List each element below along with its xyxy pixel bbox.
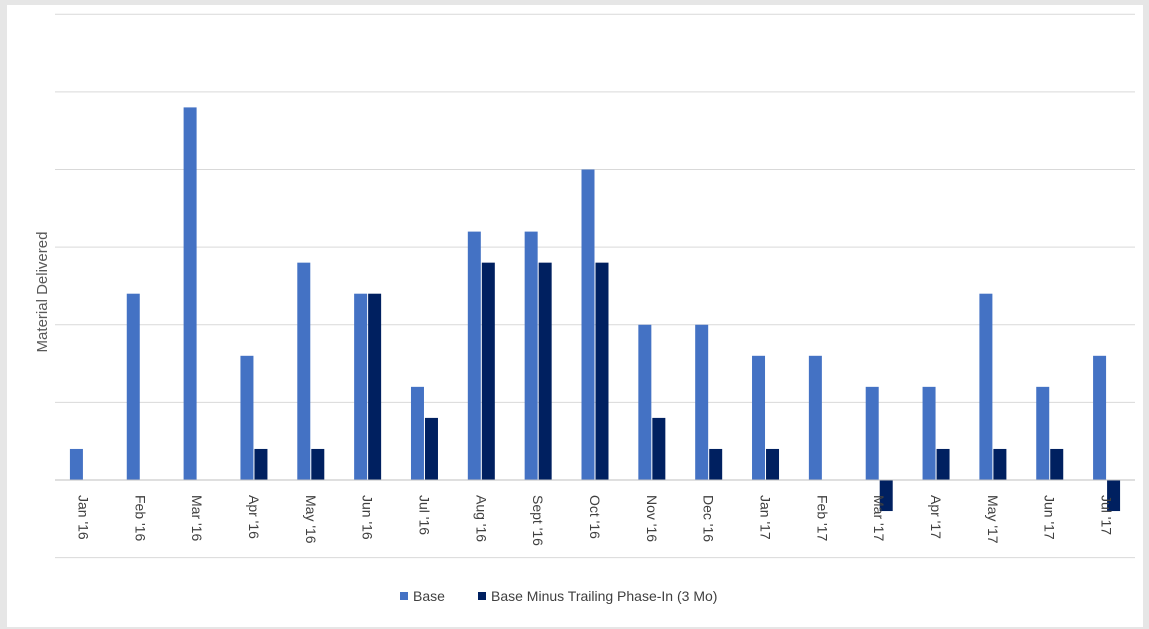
bar-base [240,355,254,480]
bar-base-minus-phase-in [766,448,780,480]
x-tick-label: Mar '16 [189,495,205,541]
bar-base-minus-phase-in [936,448,950,480]
x-tick-label: Jan '17 [758,495,774,540]
bar-base [581,169,595,480]
bar-chart: Jan '16 Feb '16 Mar '16 Apr '16 May '16 Jun '… [34,13,1135,604]
bar-base-minus-phase-in [311,448,325,480]
x-tick-label: Feb '17 [814,495,830,541]
x-tick-label: Apr '16 [246,495,262,539]
x-tick-label: Jan '16 [75,495,91,540]
bar-base [126,293,140,480]
legend-label: Base [413,588,445,604]
bar-base-minus-phase-in [424,417,438,480]
bar-base-minus-phase-in [879,480,893,512]
bar-base [467,231,481,480]
bar-base-minus-phase-in [254,448,268,480]
x-tick-label: Nov '16 [644,495,660,542]
bar-base [752,355,766,480]
bar-base-minus-phase-in [595,262,609,480]
x-tick-label: Sept '16 [530,495,546,546]
bar-base-minus-phase-in [538,262,552,480]
bar-base [638,324,652,480]
x-tick-label: Dec '16 [701,495,717,542]
bar-base [410,386,424,480]
x-tick-label: Oct '16 [587,495,603,539]
bar-base-minus-phase-in [1107,480,1121,512]
bar-base [183,107,197,481]
bar-base [1036,386,1050,480]
legend-swatch [400,592,408,600]
gridlines [55,13,1135,559]
x-tick-label: Jul '17 [1099,495,1115,535]
x-tick-label: May '17 [985,495,1001,544]
x-tick-labels: Jan '16 Feb '16 Mar '16 Apr '16 May '16 Jun '… [75,495,1114,546]
bar-base-minus-phase-in [1050,448,1064,480]
x-tick-label: Apr '17 [928,495,944,539]
x-tick-label: Feb '16 [132,495,148,541]
bar-base [354,293,368,480]
bar-base [695,324,709,480]
x-tick-label: Aug '16 [473,495,489,542]
bar-base [865,386,879,480]
x-tick-label: Jun '17 [1042,495,1058,540]
x-tick-label: Jul '16 [416,495,432,535]
bar-base [69,448,83,480]
bar-base [1093,355,1107,480]
x-tick-label: May '16 [303,495,319,544]
bar-base-minus-phase-in [652,417,666,480]
bar-base [808,355,822,480]
bars [69,107,1121,512]
bar-base [297,262,311,480]
y-axis-title: Material Delivered [34,232,51,353]
bar-base-minus-phase-in [481,262,495,480]
chart-frame: Jan '16 Feb '16 Mar '16 Apr '16 May '16 Jun '… [7,5,1143,627]
legend-swatch [478,592,486,600]
x-tick-label: Mar '17 [871,495,887,541]
bar-base-minus-phase-in [709,448,723,480]
bar-base [922,386,936,480]
bar-base [979,293,993,480]
legend: Base Base Minus Trailing Phase-In (3 Mo) [400,588,717,604]
bar-base-minus-phase-in [368,293,382,480]
x-tick-label: Jun '16 [360,495,376,540]
bar-base-minus-phase-in [993,448,1007,480]
legend-label: Base Minus Trailing Phase-In (3 Mo) [491,588,717,604]
bar-base [524,231,538,480]
